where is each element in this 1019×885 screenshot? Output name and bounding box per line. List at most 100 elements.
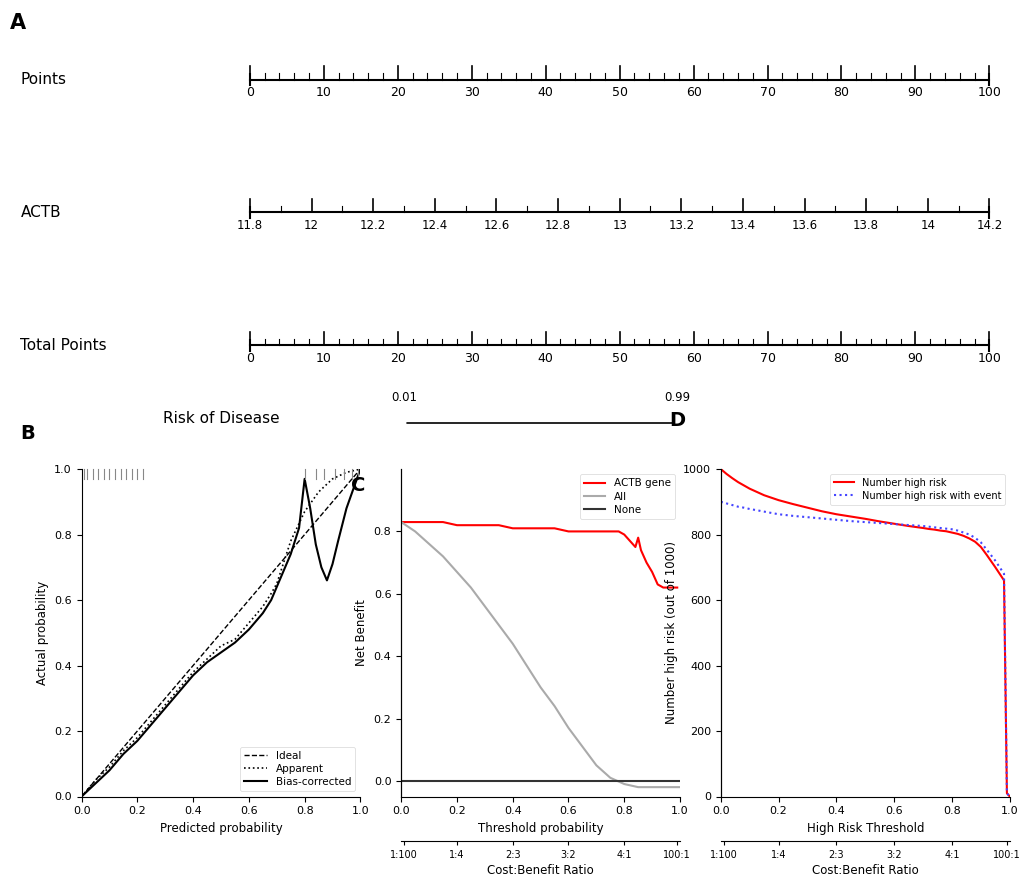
Number high risk with event xyxy=(743,504,755,514)
Number high risk with event xyxy=(888,519,900,529)
Bias-corrected xyxy=(299,473,311,484)
Text: 10: 10 xyxy=(316,351,331,365)
Number high risk xyxy=(933,526,946,536)
Ideal xyxy=(75,791,88,802)
Number high risk with event xyxy=(1003,791,1015,802)
Ideal xyxy=(354,464,366,474)
Number high risk with event xyxy=(962,529,974,540)
ACTB gene xyxy=(492,519,504,530)
X-axis label: Threshold probability: Threshold probability xyxy=(477,822,603,835)
X-axis label: High Risk Threshold: High Risk Threshold xyxy=(806,822,923,835)
Number high risk with event xyxy=(726,500,738,511)
Number high risk with event xyxy=(957,527,969,538)
Text: 40: 40 xyxy=(537,351,553,365)
Line: ACTB gene: ACTB gene xyxy=(400,522,677,588)
Number high risk xyxy=(945,527,957,538)
Number high risk with event xyxy=(757,506,769,517)
Number high risk xyxy=(719,469,732,480)
Number high risk xyxy=(732,477,744,488)
Text: 0: 0 xyxy=(246,351,254,365)
Bias-corrected xyxy=(310,539,322,550)
X-axis label: Cost:Benefit Ratio: Cost:Benefit Ratio xyxy=(487,864,593,877)
ACTB gene xyxy=(612,526,625,536)
Apparent xyxy=(145,716,157,727)
Text: 100: 100 xyxy=(976,351,1001,365)
Bias-corrected xyxy=(340,503,353,513)
ACTB gene xyxy=(394,517,407,527)
All xyxy=(520,660,532,671)
Line: Ideal: Ideal xyxy=(82,469,360,796)
Text: 13: 13 xyxy=(611,219,627,232)
Text: ACTB: ACTB xyxy=(20,205,61,219)
ACTB gene xyxy=(478,519,490,530)
Y-axis label: Number high risk (out of 1000): Number high risk (out of 1000) xyxy=(663,542,677,724)
Bias-corrected xyxy=(321,575,333,586)
ACTB gene xyxy=(534,523,546,534)
Bias-corrected xyxy=(257,608,269,619)
Number high risk with event xyxy=(979,544,991,555)
Number high risk xyxy=(771,495,784,505)
All xyxy=(618,779,630,789)
ACTB gene xyxy=(436,517,448,527)
Ideal xyxy=(215,627,227,638)
All xyxy=(394,517,407,527)
Text: 13.6: 13.6 xyxy=(791,219,817,232)
Number high risk xyxy=(726,473,738,483)
All xyxy=(659,781,672,792)
Apparent xyxy=(173,683,185,694)
Bias-corrected xyxy=(131,735,144,746)
X-axis label: Cost:Benefit Ratio: Cost:Benefit Ratio xyxy=(811,864,918,877)
Text: 12.6: 12.6 xyxy=(483,219,510,232)
Number high risk with event xyxy=(787,511,799,521)
Bias-corrected xyxy=(75,791,88,802)
Text: 12: 12 xyxy=(304,219,319,232)
Number high risk xyxy=(749,486,761,496)
Text: 90: 90 xyxy=(907,87,922,99)
Number high risk xyxy=(916,523,928,534)
Number high risk with event xyxy=(933,523,946,534)
Number high risk xyxy=(979,550,991,560)
ACTB gene xyxy=(561,526,574,536)
Bias-corrected xyxy=(354,464,366,474)
Number high risk xyxy=(902,520,914,531)
Number high risk xyxy=(844,512,856,522)
All xyxy=(436,551,448,562)
Number high risk with event xyxy=(916,520,928,531)
Number high risk with event xyxy=(714,496,727,507)
Apparent xyxy=(299,506,311,517)
Bias-corrected xyxy=(265,595,277,605)
Number high risk xyxy=(968,536,980,547)
Text: 0: 0 xyxy=(246,87,254,99)
Apparent xyxy=(90,775,102,786)
Number high risk with event xyxy=(988,556,1001,566)
Apparent xyxy=(265,589,277,599)
Bias-corrected xyxy=(243,624,255,635)
ACTB gene xyxy=(623,535,635,546)
ACTB gene xyxy=(603,526,615,536)
ACTB gene xyxy=(651,579,663,589)
ACTB gene xyxy=(632,533,644,543)
Text: 80: 80 xyxy=(833,351,849,365)
Number high risk xyxy=(940,526,952,536)
All xyxy=(576,742,588,752)
All xyxy=(506,638,519,649)
Text: 60: 60 xyxy=(685,351,701,365)
Text: 50: 50 xyxy=(611,351,627,365)
Number high risk with event xyxy=(858,517,870,527)
Text: 40: 40 xyxy=(537,87,553,99)
All xyxy=(478,601,490,612)
Number high risk xyxy=(997,575,1009,586)
Number high risk with event xyxy=(997,568,1009,579)
Apparent xyxy=(159,699,171,710)
ACTB gene xyxy=(640,558,652,568)
Number high risk xyxy=(787,499,799,510)
Apparent xyxy=(186,666,199,677)
ACTB gene xyxy=(662,582,675,593)
Number high risk xyxy=(1003,791,1015,802)
ACTB gene xyxy=(618,529,630,540)
Number high risk with event xyxy=(922,521,934,532)
ACTB gene xyxy=(506,523,519,534)
Number high risk xyxy=(951,528,963,539)
Text: 60: 60 xyxy=(685,87,701,99)
Apparent xyxy=(270,579,282,589)
